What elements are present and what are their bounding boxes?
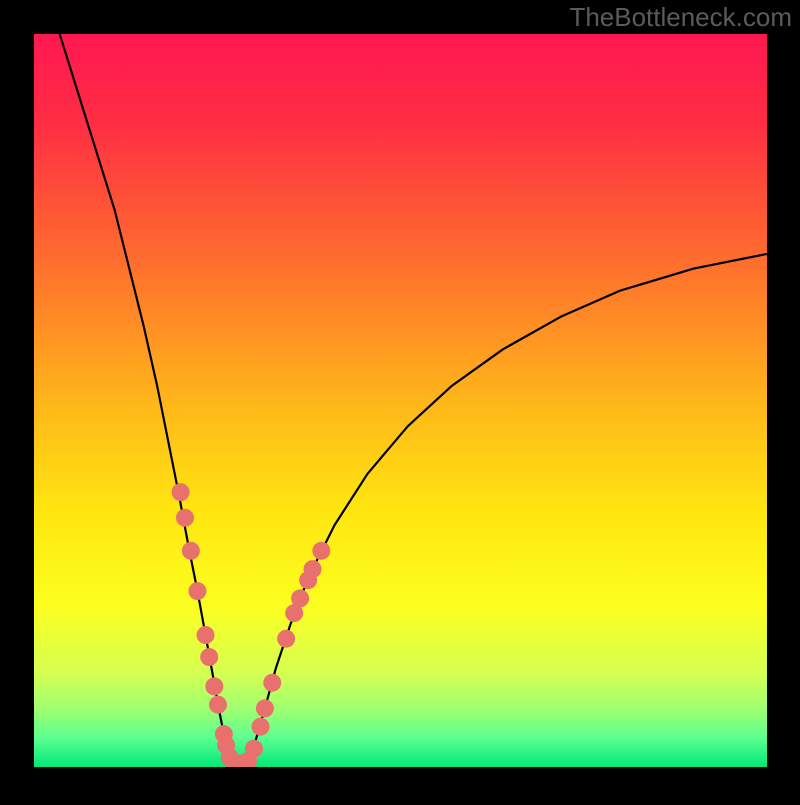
data-marker (263, 674, 281, 692)
data-marker (312, 542, 330, 560)
data-marker (252, 718, 270, 736)
data-marker (205, 677, 223, 695)
data-marker (172, 483, 190, 501)
plot-background (34, 34, 767, 767)
chart-svg (0, 0, 800, 800)
data-marker (304, 560, 322, 578)
data-marker (200, 648, 218, 666)
data-marker (176, 509, 194, 527)
data-marker (245, 740, 263, 758)
data-marker (277, 630, 295, 648)
watermark-label: TheBottleneck.com (569, 2, 792, 33)
data-marker (188, 582, 206, 600)
chart-container (0, 0, 800, 805)
data-marker (209, 696, 227, 714)
data-marker (291, 589, 309, 607)
data-marker (182, 542, 200, 560)
data-marker (197, 626, 215, 644)
data-marker (256, 699, 274, 717)
